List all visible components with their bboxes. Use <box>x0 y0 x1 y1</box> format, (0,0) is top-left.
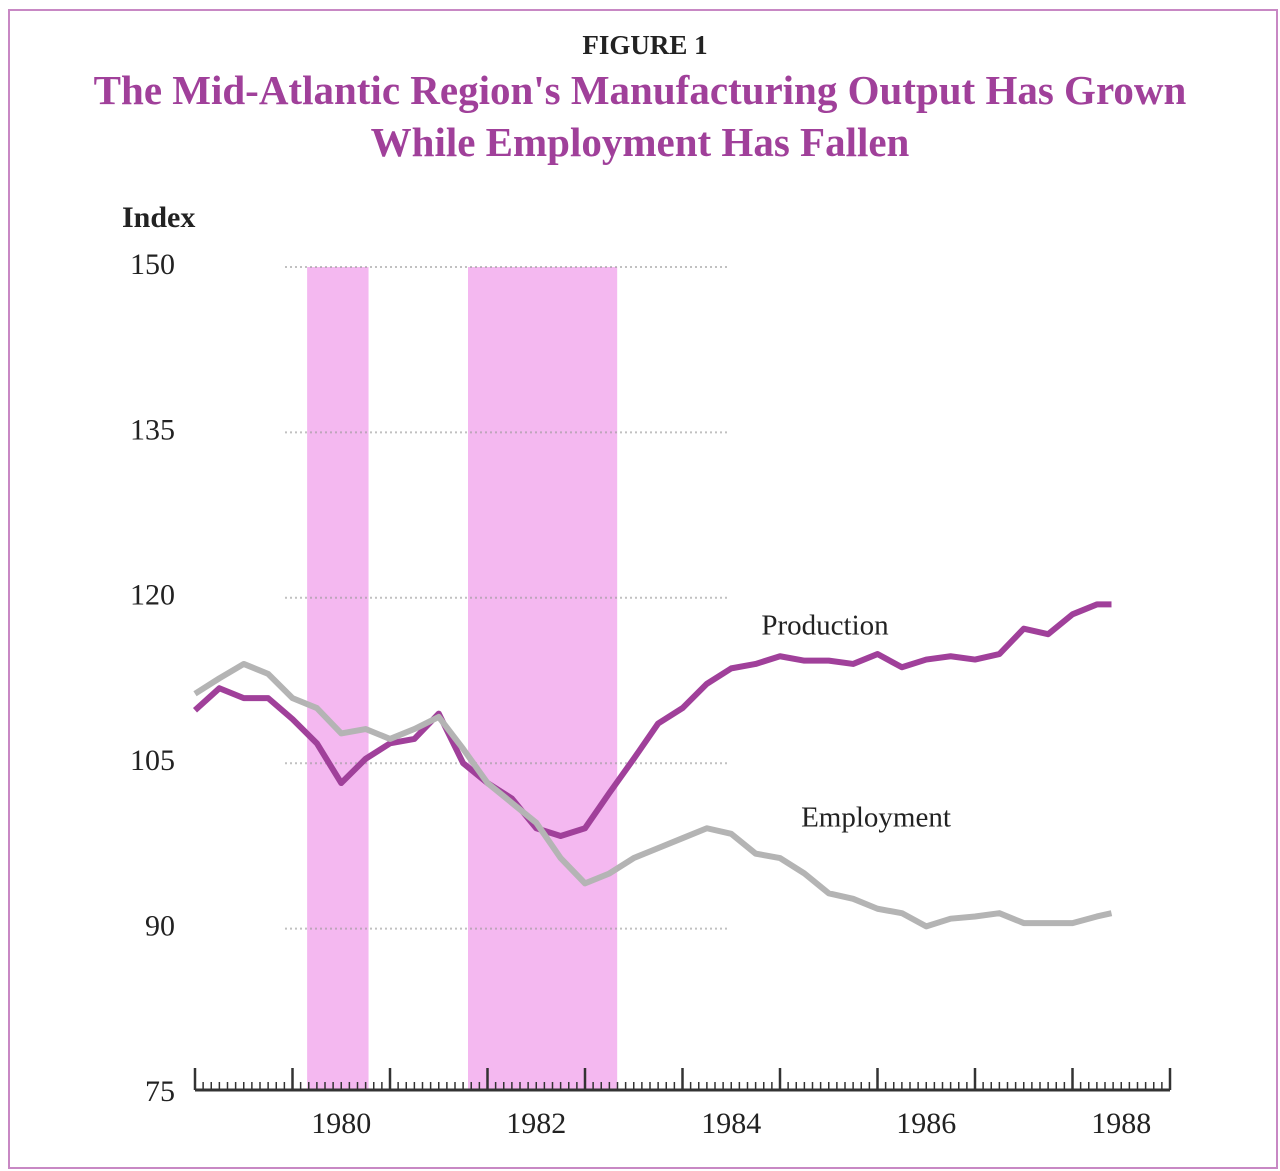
recession-band <box>307 267 369 1090</box>
figure-label: FIGURE 1 <box>582 30 708 60</box>
y-tick-label: 150 <box>130 248 175 281</box>
x-tick-label: 1980 <box>311 1107 371 1140</box>
y-tick-label: 105 <box>130 744 175 777</box>
y-tick-label: 120 <box>130 579 175 612</box>
series-line <box>192 601 1112 839</box>
frame <box>8 9 1278 1169</box>
y-tick-label: 75 <box>145 1075 175 1108</box>
y-tick-label: 90 <box>145 909 175 942</box>
x-tick-label: 1982 <box>506 1107 566 1140</box>
x-tick-label: 1988 <box>1091 1107 1151 1140</box>
x-tick-label: 1986 <box>896 1107 956 1140</box>
y-tick-label: 135 <box>130 413 175 446</box>
series-label: Production <box>761 610 889 642</box>
y-axis-label: Index <box>122 201 195 234</box>
chart-title: The Mid-Atlantic Region's Manufacturing … <box>93 67 1187 165</box>
recession-band <box>468 267 618 1090</box>
x-tick-label: 1984 <box>701 1107 761 1140</box>
series-label: Employment <box>801 802 951 834</box>
series-line <box>193 660 1113 930</box>
